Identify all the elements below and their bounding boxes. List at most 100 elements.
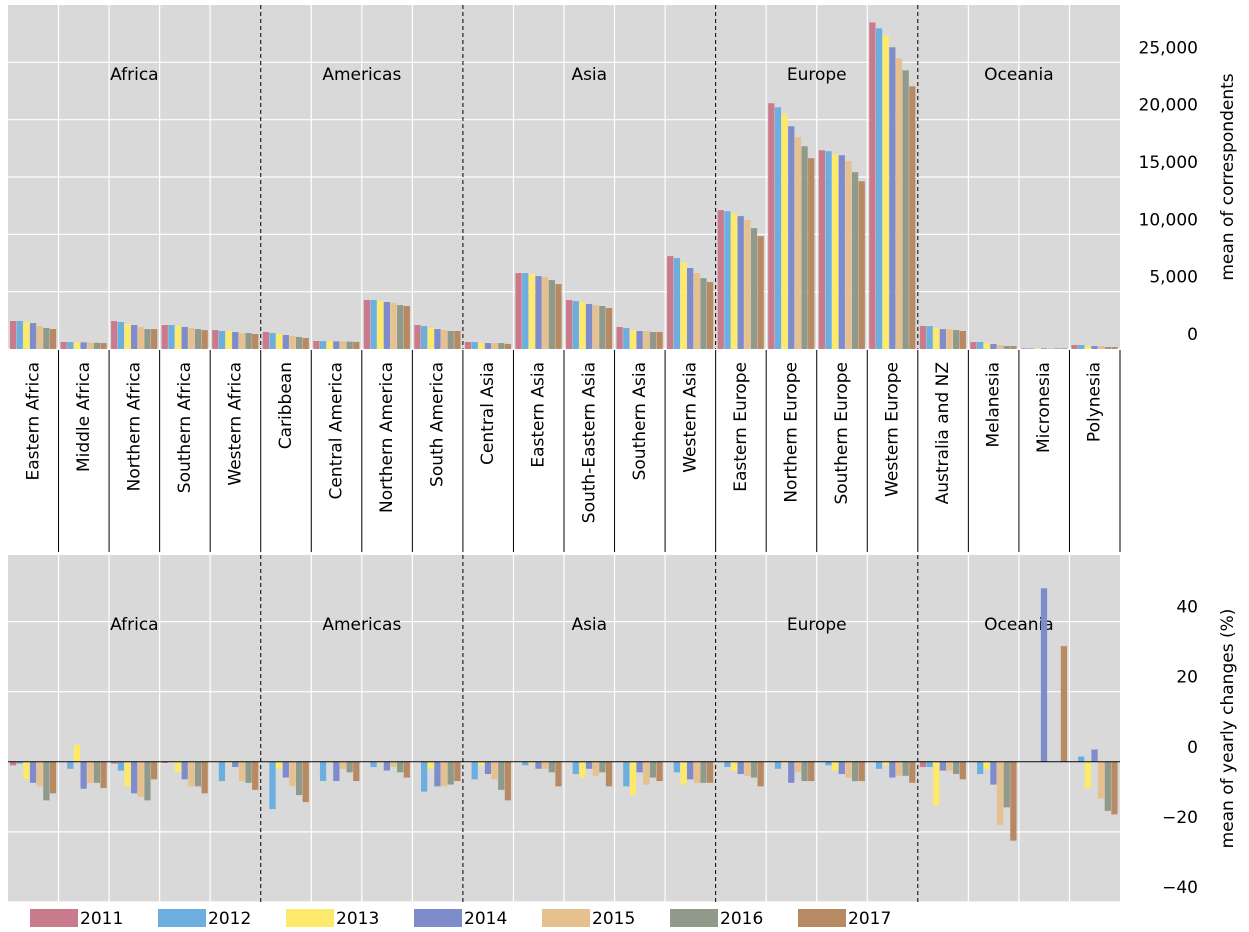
bar — [397, 305, 404, 349]
bar — [377, 301, 384, 349]
bar — [977, 342, 984, 349]
bar — [377, 761, 384, 763]
bar — [87, 761, 94, 783]
bar — [16, 321, 23, 349]
bar — [73, 744, 81, 762]
legend-swatch — [30, 909, 78, 927]
bar — [1098, 346, 1105, 349]
bar — [959, 330, 966, 349]
bar — [212, 330, 219, 349]
bar — [427, 328, 434, 349]
bar — [535, 276, 542, 349]
bar — [346, 761, 353, 773]
bar — [326, 761, 333, 763]
bar — [858, 181, 865, 349]
x-tick-label: Western Africa — [225, 362, 245, 486]
bar — [137, 326, 144, 349]
bar — [585, 304, 593, 349]
bar — [73, 342, 81, 349]
bar — [80, 761, 87, 789]
bar — [919, 761, 927, 768]
bar — [1010, 761, 1017, 841]
bar — [983, 343, 990, 349]
legend-swatch — [542, 909, 590, 927]
bar — [60, 342, 67, 349]
bar — [43, 328, 50, 349]
bar — [504, 761, 512, 801]
x-tick-label: Polynesia — [1085, 362, 1105, 442]
x-tick-label: South America — [428, 362, 448, 487]
bar — [252, 761, 259, 790]
bar — [592, 305, 599, 349]
bar — [188, 761, 195, 787]
y-axis-title: mean of correspondents — [1218, 73, 1238, 280]
bar — [1060, 646, 1068, 762]
bar — [909, 761, 916, 783]
bar — [542, 761, 549, 769]
bar — [1084, 346, 1092, 349]
bar — [825, 151, 832, 349]
bar — [232, 761, 239, 768]
bar — [414, 325, 421, 349]
bar — [124, 761, 131, 787]
x-tick-label: Central America — [327, 362, 347, 499]
bar — [1054, 348, 1061, 349]
bar — [1034, 348, 1041, 349]
bar — [1020, 348, 1028, 349]
bar — [269, 761, 276, 810]
bar — [687, 268, 694, 349]
bar — [29, 761, 37, 783]
bar — [319, 761, 327, 782]
bar — [528, 274, 536, 349]
bar — [889, 761, 896, 778]
x-tick-label: Central Asia — [478, 362, 498, 465]
y-axis-title: mean of yearly changes (%) — [1218, 609, 1238, 849]
bar — [1084, 761, 1092, 789]
bar — [440, 330, 448, 349]
legend-label: 2014 — [464, 909, 507, 929]
bar — [808, 158, 815, 349]
bar — [29, 323, 37, 349]
bar — [548, 280, 555, 349]
bar — [656, 761, 663, 782]
bar — [1003, 346, 1010, 349]
x-tick-label: Eastern Asia — [529, 362, 549, 468]
bar — [67, 761, 74, 769]
bar — [421, 761, 428, 792]
bar — [895, 761, 903, 776]
bar — [194, 761, 202, 787]
bar — [390, 761, 397, 768]
bar — [276, 333, 283, 349]
bar — [774, 761, 782, 769]
bar — [93, 761, 101, 783]
bar — [289, 761, 296, 787]
x-tick-label: Western Europe — [883, 362, 903, 497]
bar — [289, 336, 296, 349]
bar — [117, 322, 124, 349]
bar — [454, 330, 461, 349]
bar — [282, 335, 289, 349]
bar — [832, 154, 839, 349]
bar — [232, 332, 239, 349]
bar — [926, 326, 933, 349]
bar — [851, 761, 859, 782]
bar — [282, 761, 289, 778]
panel-label: Oceania — [984, 65, 1054, 85]
bar — [572, 301, 579, 349]
bar — [801, 146, 808, 349]
bar — [744, 761, 751, 776]
bar — [744, 220, 751, 349]
bar — [471, 761, 478, 780]
bar — [194, 329, 202, 349]
bar — [832, 761, 839, 771]
legend-label: 2015 — [592, 909, 635, 929]
bar — [498, 761, 505, 790]
bar — [808, 761, 815, 782]
bar — [667, 256, 674, 349]
x-tick-label: Eastern Europe — [731, 362, 751, 492]
bar — [788, 761, 795, 783]
x-tick-label: South-Eastern Asia — [579, 362, 599, 523]
bar — [150, 761, 158, 780]
x-tick-label: Southern Africa — [175, 362, 195, 493]
